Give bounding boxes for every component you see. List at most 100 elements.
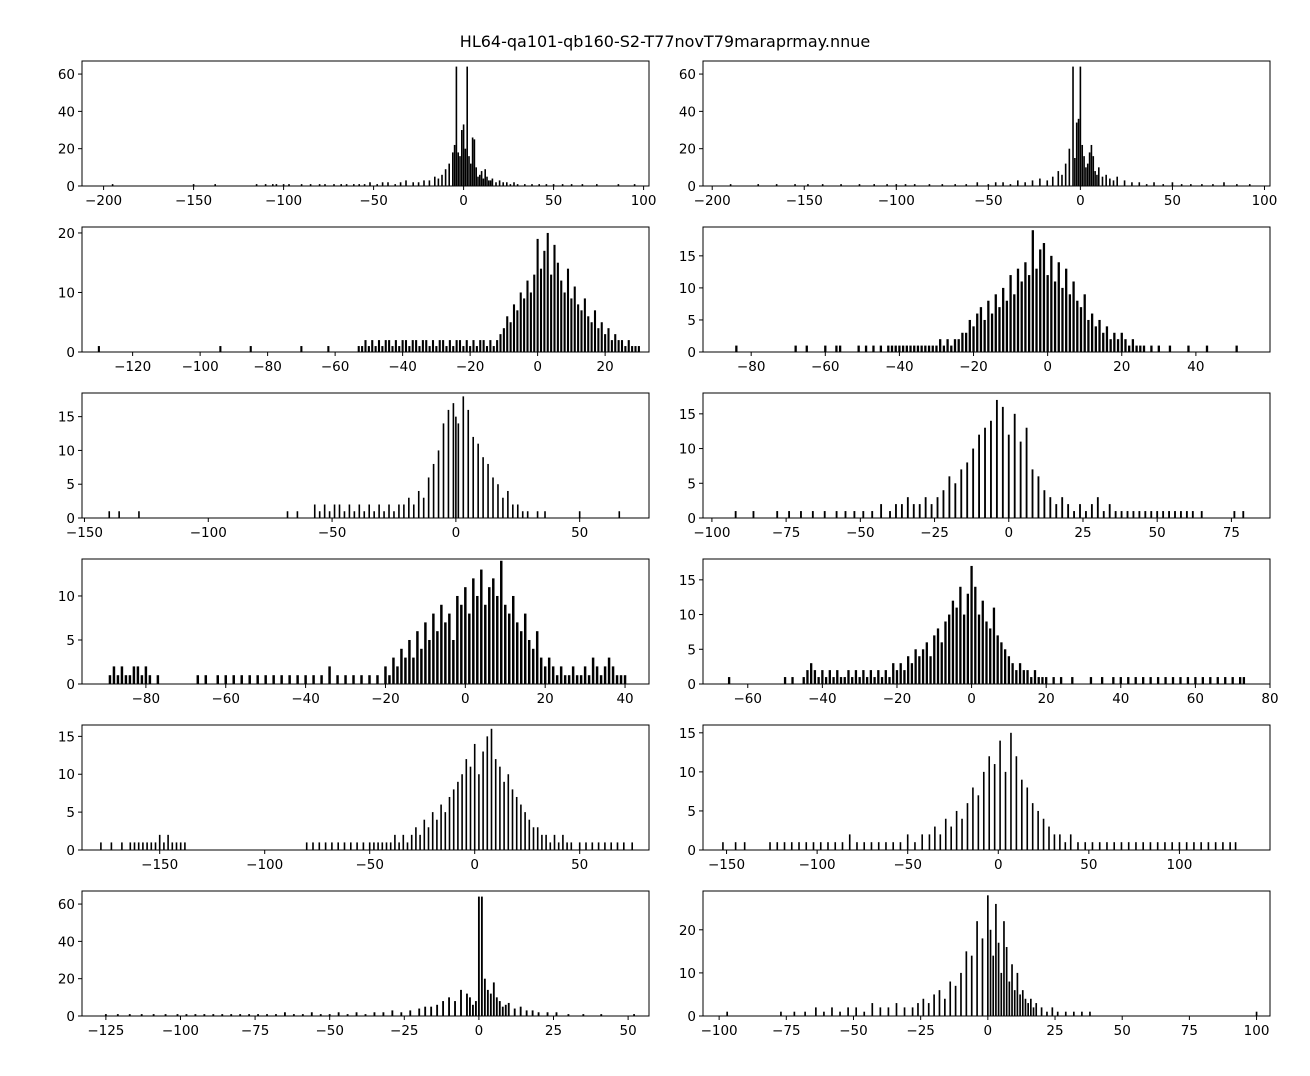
y-tick-label: 15	[679, 726, 696, 742]
histogram-bar	[442, 340, 445, 352]
histogram-bar	[570, 184, 573, 186]
histogram-bar	[821, 184, 824, 186]
histogram-bar	[1116, 176, 1118, 186]
histogram-bar	[961, 332, 964, 352]
histogram-bar	[1132, 511, 1135, 518]
histogram-bar	[313, 504, 316, 518]
histogram-bar	[987, 184, 990, 186]
histogram-bar	[1042, 818, 1045, 850]
histogram-bar	[513, 182, 515, 186]
histogram-bar	[1236, 184, 1238, 186]
histogram-bar	[1061, 287, 1064, 352]
x-tick-label: 20	[1113, 359, 1130, 375]
histogram-r6c2: −100 −75 −50 −25 0 25 50 75 100 0 10 20	[679, 890, 1271, 1039]
histogram-bar	[1024, 262, 1027, 352]
histogram-bar	[435, 346, 438, 352]
histogram-bar	[452, 346, 455, 352]
histogram-bar	[1037, 476, 1040, 518]
histogram-bar	[1048, 826, 1050, 850]
histogram-bar	[1051, 1007, 1054, 1016]
histogram-bar	[585, 842, 587, 850]
y-tick-label: 10	[679, 608, 696, 624]
histogram-bar	[461, 774, 463, 850]
histogram-bar	[1010, 732, 1012, 850]
histogram-bar	[436, 819, 438, 850]
histogram-bar	[965, 951, 968, 1016]
x-tick-label: −50	[846, 525, 875, 541]
histogram-bar	[815, 1007, 817, 1016]
histogram-bar	[447, 409, 450, 518]
histogram-bar	[810, 663, 813, 684]
histogram-bar	[599, 675, 603, 684]
histogram-bar	[121, 842, 123, 850]
histogram-bar	[856, 842, 858, 850]
histogram-bar	[320, 675, 323, 684]
histogram-bar	[1007, 656, 1011, 684]
histogram-bar	[869, 670, 873, 684]
histogram-bar	[933, 994, 935, 1016]
histogram-bar	[509, 322, 512, 352]
histogram-bar	[401, 340, 404, 352]
histogram-bar	[1108, 504, 1111, 518]
histogram-bar	[835, 345, 838, 352]
histogram-bar	[944, 818, 947, 850]
histogram-bar	[479, 340, 482, 352]
histogram-bar	[957, 339, 960, 352]
histogram-bar	[432, 463, 435, 518]
histogram-bar	[855, 1007, 858, 1016]
histogram-bar	[1116, 339, 1120, 352]
histogram-bar	[916, 345, 920, 352]
histogram-bar	[988, 756, 991, 850]
histogram-bar	[312, 675, 315, 684]
histogram-bar	[823, 511, 826, 518]
histogram-bar	[901, 345, 905, 352]
x-tick-label: −50	[355, 857, 384, 873]
histogram-bar	[579, 675, 583, 684]
histogram-bar	[851, 677, 854, 684]
histogram-bar	[224, 675, 227, 684]
histogram-bar	[1223, 182, 1225, 186]
histogram-bar	[734, 842, 737, 850]
histogram-bar	[318, 842, 321, 850]
histogram-bar	[962, 614, 966, 684]
y-tick-label: 0	[66, 179, 75, 195]
histogram-bar	[873, 184, 875, 186]
histogram-bar	[1180, 511, 1182, 518]
histogram-bar	[394, 834, 396, 850]
histogram-bar	[984, 427, 986, 518]
histogram-bar	[895, 184, 898, 186]
histogram-bar	[1021, 779, 1023, 850]
histogram-bar	[570, 842, 573, 850]
histogram-bar	[163, 842, 165, 850]
histogram-bar	[1191, 511, 1194, 518]
histogram-bar	[284, 1012, 286, 1016]
axes-frame	[81, 392, 650, 519]
histogram-bar	[424, 1006, 427, 1016]
histogram-bar	[549, 842, 552, 850]
histogram-bar	[1001, 406, 1004, 518]
x-tick-label: 0	[1076, 193, 1085, 209]
histogram-bar	[600, 1014, 603, 1016]
histogram-bar	[1039, 249, 1042, 352]
histogram-bar	[221, 1014, 224, 1016]
histogram-bar	[503, 781, 505, 850]
histogram-bar	[248, 675, 251, 684]
histogram-bar	[972, 326, 975, 352]
x-tick-label: −50	[974, 193, 1003, 209]
histogram-bar	[757, 184, 760, 186]
histogram-bar	[537, 1012, 540, 1016]
histogram-bar	[931, 345, 934, 352]
histogram-bar	[1033, 670, 1037, 684]
histogram-bar	[1031, 803, 1034, 851]
histogram-bar	[1013, 294, 1016, 352]
histogram-bar	[976, 313, 979, 352]
histogram-bar	[1127, 842, 1130, 850]
histogram-bar	[905, 345, 908, 352]
histogram-bar	[1050, 255, 1053, 352]
histogram-bar	[616, 842, 619, 850]
histogram-bar	[1120, 511, 1123, 518]
histogram-bar	[144, 666, 148, 684]
histogram-bar	[502, 328, 505, 352]
y-tick-label: 0	[687, 677, 696, 693]
histogram-bar	[591, 842, 594, 850]
